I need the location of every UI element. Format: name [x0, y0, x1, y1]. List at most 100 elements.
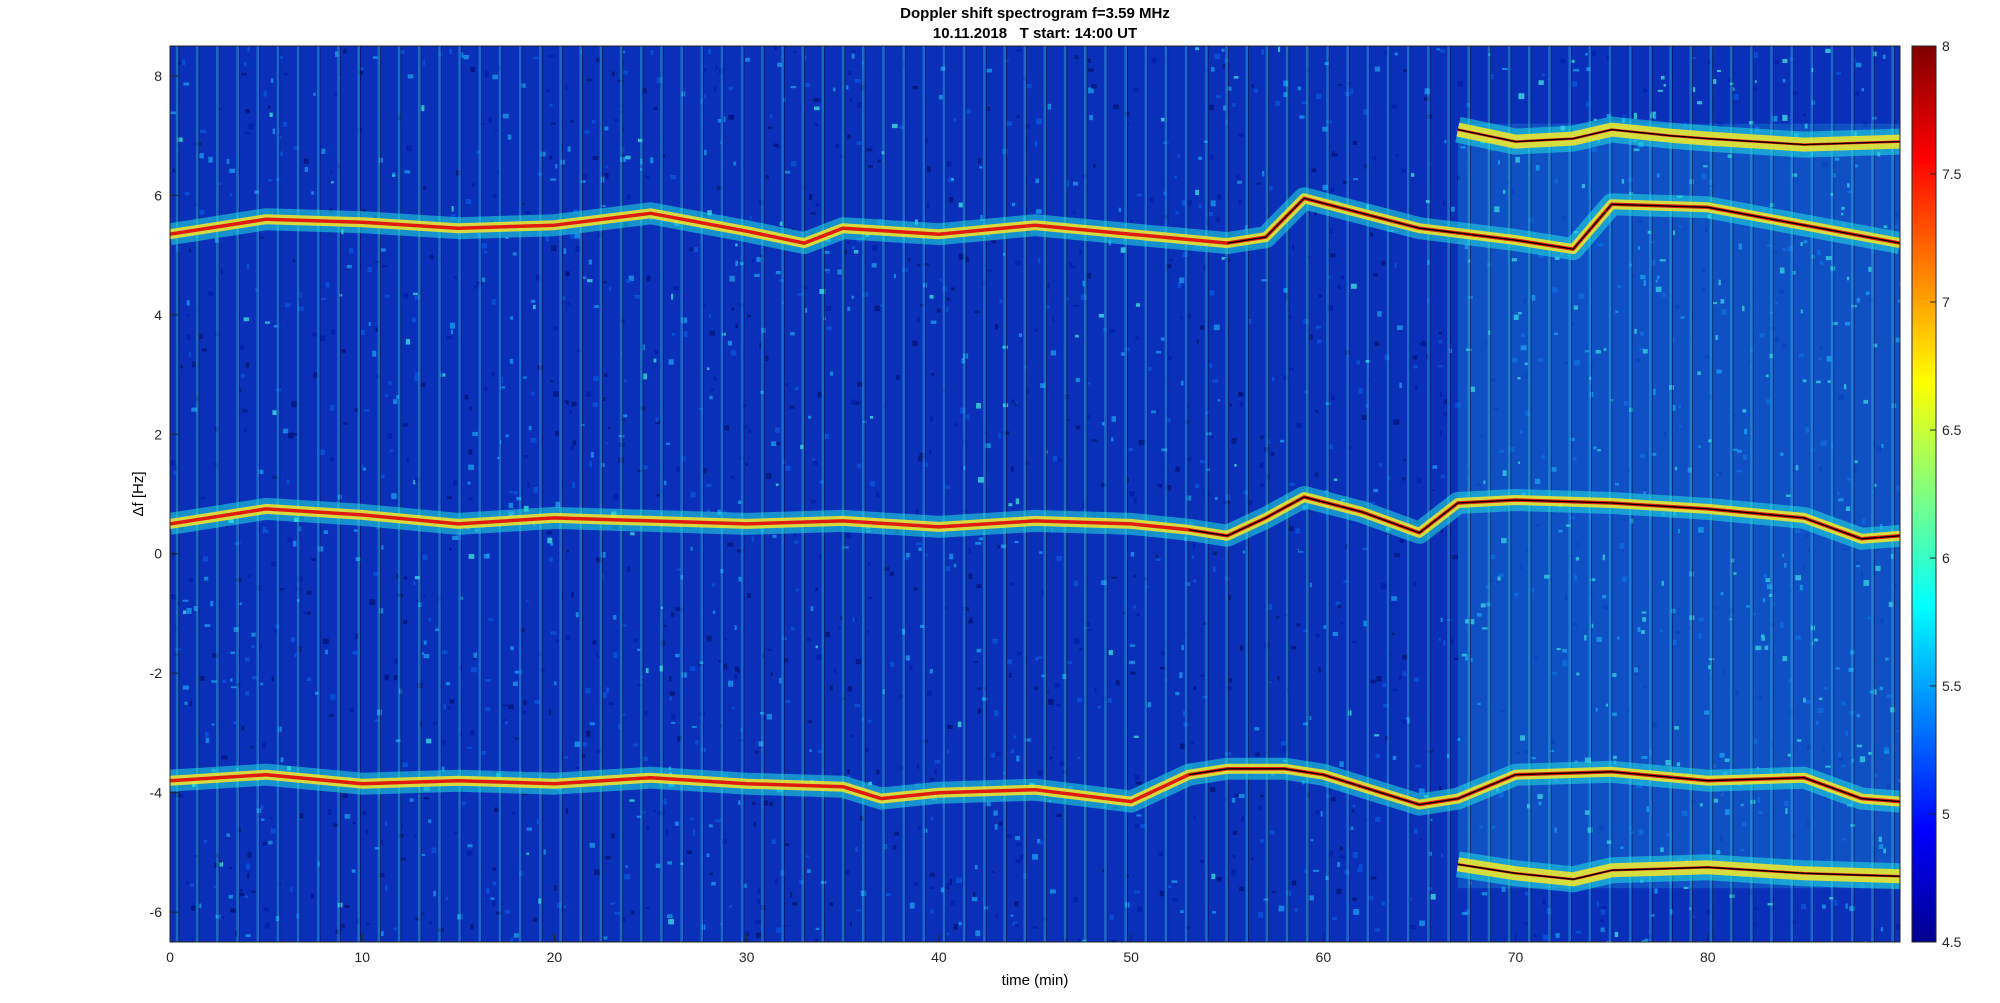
noise-cell: [221, 755, 228, 760]
colorbar-tick-label: 5: [1942, 806, 1950, 822]
noise-cell: [1887, 783, 1891, 789]
noise-cell: [554, 681, 557, 686]
noise-cell: [1488, 53, 1492, 57]
noise-cell: [949, 197, 954, 203]
noise-cell: [763, 800, 769, 806]
noise-cell: [1629, 191, 1634, 195]
noise-cell: [1468, 259, 1471, 263]
noise-cell: [1804, 123, 1808, 129]
noise-cell: [278, 588, 285, 591]
stripe-light: [1366, 46, 1370, 942]
noise-cell: [226, 159, 230, 165]
noise-cell: [671, 713, 676, 720]
noise-cell: [1838, 752, 1841, 758]
noise-cell: [1050, 889, 1056, 894]
noise-cell: [1883, 848, 1886, 854]
noise-cell: [919, 304, 926, 307]
y-tick-label: 0: [154, 546, 162, 562]
noise-cell: [1014, 540, 1019, 544]
noise-cell: [286, 479, 290, 485]
noise-cell: [800, 444, 804, 450]
noise-cell: [689, 666, 696, 671]
x-tick-label: 30: [739, 949, 755, 965]
noise-cell: [214, 863, 220, 869]
noise-cell: [1712, 764, 1717, 768]
noise-cell: [854, 704, 861, 708]
noise-cell: [669, 676, 672, 682]
noise-cell: [1161, 448, 1168, 452]
noise-cell: [930, 909, 934, 914]
noise-cell: [855, 846, 858, 852]
noise-cell: [389, 449, 394, 452]
noise-cell: [745, 463, 749, 466]
noise-cell: [1757, 810, 1763, 814]
noise-cell: [1781, 343, 1787, 349]
noise-cell: [656, 77, 663, 84]
noise-cell: [1571, 322, 1575, 326]
noise-cell: [1384, 735, 1389, 741]
noise-cell: [843, 249, 848, 255]
noise-cell: [605, 442, 608, 445]
noise-cell: [198, 903, 202, 909]
noise-cell: [1082, 280, 1085, 287]
noise-cell: [838, 626, 842, 629]
noise-cell: [1331, 797, 1336, 802]
noise-cell: [1285, 293, 1288, 300]
noise-cell: [1384, 354, 1390, 361]
noise-cell: [905, 553, 911, 558]
y-tick-label: 2: [154, 426, 162, 442]
noise-cell: [1807, 547, 1811, 553]
noise-cell: [1748, 359, 1752, 362]
noise-cell: [1525, 374, 1528, 379]
noise-cell: [1794, 529, 1801, 533]
noise-cell: [1634, 667, 1639, 673]
noise-cell: [760, 711, 765, 715]
noise-cell: [1419, 920, 1425, 926]
noise-cell: [645, 906, 650, 909]
noise-cell: [757, 888, 761, 895]
noise-cell: [1660, 629, 1663, 633]
noise-cell: [704, 149, 707, 156]
noise-cell: [1689, 907, 1692, 910]
noise-cell: [538, 898, 542, 904]
noise-cell: [1086, 414, 1091, 420]
noise-cell: [1470, 619, 1475, 625]
noise-cell: [1724, 758, 1730, 762]
noise-cell: [779, 221, 783, 226]
stripe-light: [619, 46, 623, 942]
stripe-light: [1871, 46, 1875, 942]
noise-cell: [1830, 192, 1834, 196]
noise-cell: [1743, 454, 1748, 460]
noise-cell: [1133, 574, 1137, 578]
noise-cell: [497, 456, 500, 460]
noise-cell: [1454, 657, 1460, 661]
noise-cell: [212, 653, 218, 658]
noise-cell: [1856, 744, 1863, 748]
noise-cell: [847, 134, 851, 139]
noise-cell: [1573, 68, 1580, 72]
noise-cell: [1299, 115, 1305, 119]
noise-cell: [1171, 880, 1178, 883]
noise-cell: [1635, 358, 1641, 363]
noise-cell: [734, 625, 737, 630]
noise-cell: [994, 824, 998, 830]
noise-cell: [1233, 830, 1238, 835]
noise-cell: [1708, 439, 1712, 443]
noise-cell: [1327, 275, 1332, 279]
noise-cell: [927, 166, 931, 172]
noise-cell: [271, 828, 276, 834]
noise-cell: [1730, 82, 1734, 85]
noise-cell: [625, 279, 631, 283]
noise-cell: [1853, 58, 1856, 63]
noise-cell: [1621, 576, 1627, 582]
noise-cell: [1203, 622, 1207, 625]
noise-cell: [628, 275, 634, 281]
noise-cell: [775, 879, 778, 885]
noise-cell: [762, 653, 765, 658]
stripe-light: [518, 46, 522, 942]
noise-cell: [681, 672, 687, 678]
stripe-light: [962, 46, 966, 942]
noise-cell: [1457, 738, 1461, 742]
noise-cell: [354, 408, 359, 412]
noise-cell: [1016, 49, 1022, 52]
